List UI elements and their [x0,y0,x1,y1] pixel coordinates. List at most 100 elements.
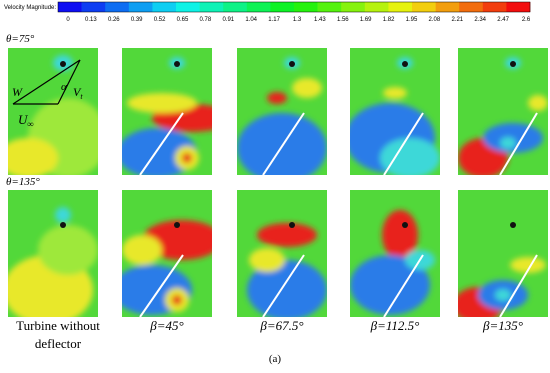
colorbar-tick: 1.56 [337,17,349,23]
contour-field [8,55,98,175]
contour-blob [8,138,58,175]
colorbar-tick: 0.26 [108,17,120,23]
colorbar-tick: 2.08 [429,17,441,23]
column-caption: deflector [35,336,82,351]
contour-panel [122,190,212,317]
colorbar-tick: 0 [66,17,70,23]
contour-blob [122,235,162,265]
colorbar-tick: 0.65 [177,17,189,23]
contour-panel [122,48,212,175]
colorbar-cell [81,2,106,12]
contour-blob [55,207,71,223]
deflector [499,112,538,175]
colorbar-tick: 1.43 [314,17,326,23]
turbine [174,222,180,228]
column-caption: β=112.5° [370,318,420,333]
contour-field [247,223,327,317]
contour-blob [249,248,285,272]
colorbar-cell [176,2,200,12]
colorbar-tick: 1.04 [245,17,257,23]
colorbar-tick: 1.95 [406,17,418,23]
contour-blob [380,138,440,175]
deflector [383,254,424,317]
contour-blob [528,95,548,111]
colorbar-tick: 2.6 [522,17,531,23]
figure-label: (a) [269,353,282,365]
contour-field [350,210,435,315]
column-caption: β=135° [482,318,523,333]
turbine [402,222,408,228]
contour-panel [350,190,440,317]
column-caption: β=45° [149,318,183,333]
colorbar-cell [388,2,413,12]
contour-blob [495,289,511,301]
colorbar-tick: 2.34 [474,17,486,23]
column-caption: Turbine without [16,318,100,333]
vector-label: α [61,81,67,93]
vector-label: Vt [73,85,83,101]
deflector [262,254,305,317]
turbine [289,222,295,228]
contour-field [458,257,546,317]
contour-blob [247,260,327,317]
colorbar-frame [57,1,531,13]
colorbar-tick: 1.82 [383,17,395,23]
contour-blob [127,93,197,113]
colorbar-cell [294,2,318,12]
colorbar-cell [435,2,460,12]
contour-blob [172,295,182,305]
contour-panel [458,190,548,317]
colorbar-cell [364,2,389,12]
row-label: θ=135° [6,176,40,188]
colorbar-cell [459,2,484,12]
colorbar-cell [128,2,153,12]
turbine [289,61,295,67]
row-label: θ=75° [6,33,35,45]
panels [8,48,548,317]
colorbar-cell [482,2,507,12]
turbine [402,61,408,67]
contour-field [122,57,212,175]
contour-blob [237,113,327,175]
colorbar-cell [341,2,366,12]
colorbar-cell [223,2,248,12]
contour-field [458,57,548,175]
contour-blob [350,255,430,315]
turbine [60,61,66,67]
colorbar-cell [105,2,130,12]
vector-label: U∞ [18,112,34,129]
contour-blob [257,223,317,247]
turbine [510,61,516,67]
contour-blob [267,92,287,104]
colorbar-tick: 1.69 [360,17,372,23]
colorbar-cell [58,2,82,12]
contour-blob [383,87,407,99]
vector-label: W [12,85,23,99]
deflector [383,112,424,175]
vector-label: t [80,92,83,101]
contour-panel [8,48,98,175]
contour-field [350,57,440,175]
contour-blob [510,257,546,273]
velocity-triangle [12,59,81,105]
contour-panel [8,190,98,317]
colorbar-tick: 0.91 [222,17,234,23]
contour-blob [38,225,98,275]
colorbar-tick: 2.21 [451,17,463,23]
colorbar-tick: 1.3 [293,17,302,23]
colorbar: 0 0.13 0.26 0.39 0.52 0.65 0.78 0.91 1.04 1.17 1.3… [57,1,531,23]
contour-panel [458,48,548,175]
contour-panel [237,48,327,175]
deflector [262,112,305,175]
contour-blob [483,123,543,153]
deflector [499,254,538,317]
turbine [60,222,66,228]
colorbar-tick: 0.52 [154,17,166,23]
colorbar-cell [270,2,295,12]
colorbar-cell [506,2,531,12]
deflector [139,254,184,317]
column-caption: β=67.5° [259,318,303,333]
contour-field [122,220,212,315]
contour-panel [350,48,440,175]
contour-field [237,57,327,175]
